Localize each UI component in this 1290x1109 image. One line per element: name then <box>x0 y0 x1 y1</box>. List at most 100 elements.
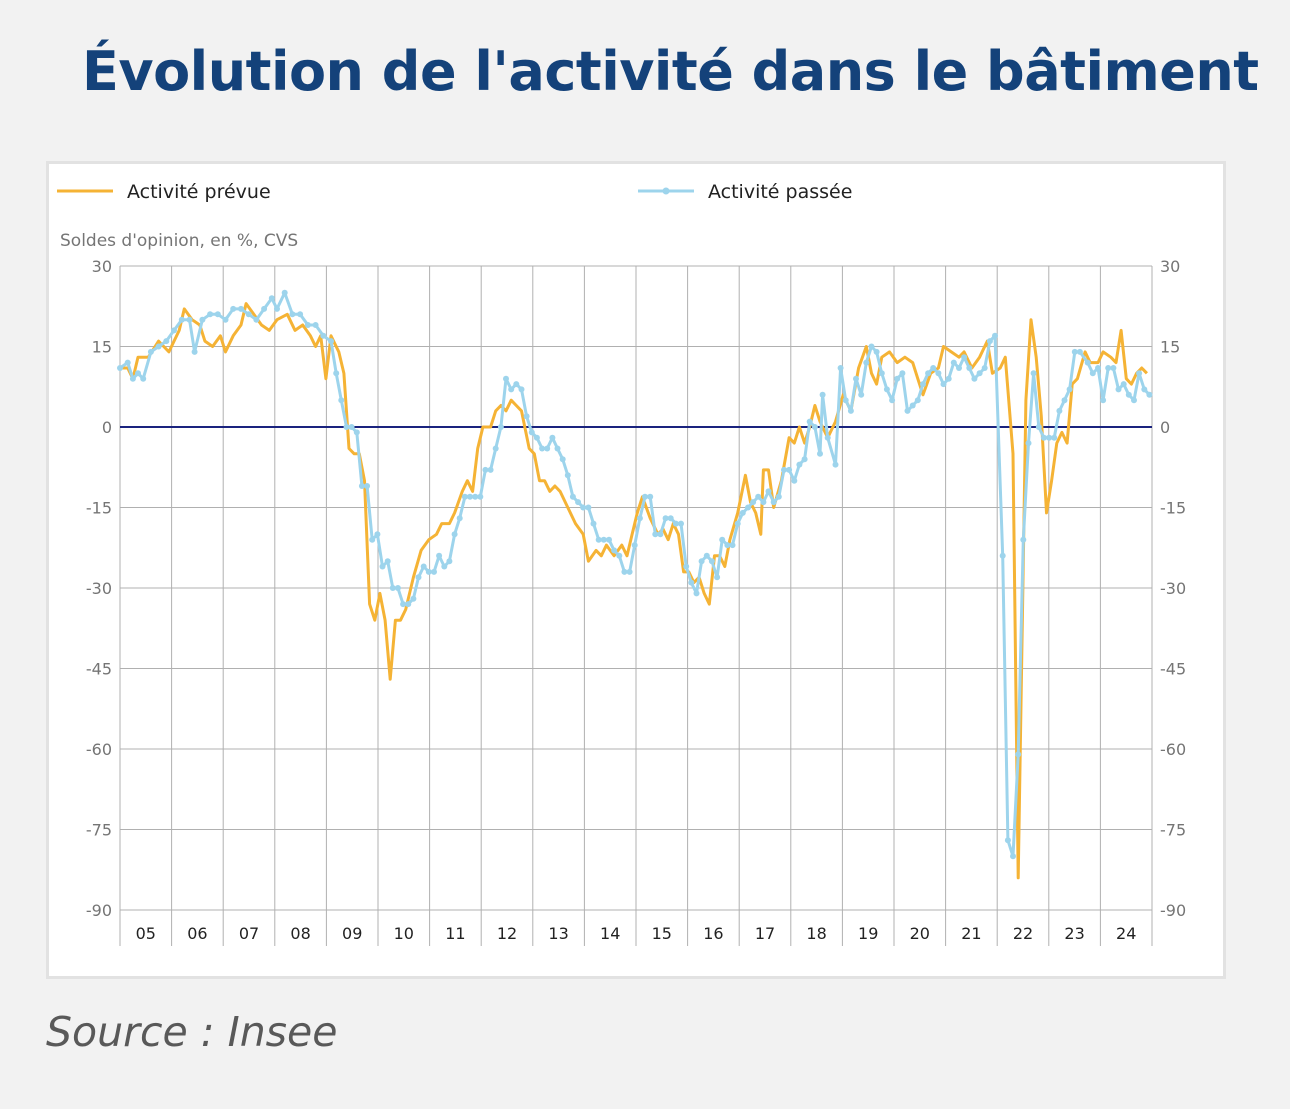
data-point-passee <box>539 445 546 452</box>
y-tick-label-right: -75 <box>1160 821 1186 840</box>
data-point-passee <box>389 585 396 591</box>
data-point-passee <box>667 515 674 522</box>
data-point-passee <box>348 424 355 430</box>
data-point-passee <box>1066 386 1073 393</box>
data-point-passee <box>621 568 628 575</box>
x-tick-label: 20 <box>910 924 930 943</box>
data-point-passee <box>533 434 540 441</box>
data-point-passee <box>999 552 1006 559</box>
data-point-passee <box>819 391 826 398</box>
data-point-passee <box>824 434 831 441</box>
data-point-passee <box>863 359 870 366</box>
data-point-passee <box>191 348 198 355</box>
y-tick-label-right: -60 <box>1160 740 1186 759</box>
data-point-passee <box>693 590 700 597</box>
data-point-passee <box>369 536 376 543</box>
legend-marker-passee <box>662 187 670 195</box>
y-ticks-left: 30 15 0 -15 -30 -45 -60 -75 -90 <box>86 257 112 920</box>
data-point-passee <box>755 493 762 500</box>
data-point-passee <box>343 424 350 430</box>
data-point-passee <box>410 595 417 602</box>
y-tick-label: 15 <box>92 338 112 357</box>
data-point-passee <box>1115 386 1122 393</box>
data-point-passee <box>724 542 731 549</box>
data-point-passee <box>1035 424 1042 430</box>
data-point-passee <box>178 316 185 323</box>
data-point-passee <box>564 472 571 479</box>
data-point-passee <box>297 311 304 318</box>
x-tick-label: 14 <box>600 924 620 943</box>
data-point-passee <box>400 601 407 608</box>
legend: Activité prévue Activité passée <box>57 181 852 203</box>
data-point-passee <box>328 338 334 345</box>
x-tick-label: 13 <box>548 924 568 943</box>
y-tick-label-right: 15 <box>1160 338 1180 357</box>
x-tick-label: 24 <box>1116 924 1136 943</box>
data-point-passee <box>595 536 602 543</box>
data-point-passee <box>431 568 437 575</box>
data-point-passee <box>873 348 880 355</box>
data-point-passee <box>662 515 669 522</box>
x-tick-label: 21 <box>961 924 981 943</box>
y-tick-label-right: 0 <box>1160 418 1170 437</box>
x-tick-label: 16 <box>703 924 723 943</box>
x-tick-label: 12 <box>497 924 517 943</box>
data-point-passee <box>1015 751 1022 758</box>
data-point-passee <box>745 504 751 511</box>
data-point-passee <box>129 375 136 382</box>
data-point-passee <box>878 370 885 377</box>
data-point-passee <box>1010 853 1016 860</box>
data-point-passee <box>729 542 736 549</box>
data-point-passee <box>642 493 648 500</box>
data-point-passee <box>750 499 757 506</box>
data-point-passee <box>626 568 633 575</box>
data-point-passee <box>1056 407 1063 414</box>
data-point-passee <box>1076 348 1083 355</box>
data-point-passee <box>811 424 818 430</box>
data-point-passee <box>492 445 499 452</box>
data-point-passee <box>364 483 371 489</box>
data-point-passee <box>883 386 890 393</box>
x-tick-label: 23 <box>1064 924 1084 943</box>
legend-label-passee: Activité passée <box>708 181 852 203</box>
data-point-passee <box>1131 397 1137 404</box>
data-point-passee <box>889 397 896 404</box>
y-tick-label: 0 <box>102 418 112 437</box>
data-point-passee <box>657 531 664 538</box>
data-point-passee <box>672 520 679 527</box>
data-point-passee <box>703 552 710 559</box>
data-point-passee <box>956 365 962 371</box>
data-point-passee <box>971 375 978 382</box>
y-tick-label: -45 <box>86 660 112 679</box>
data-point-passee <box>775 493 782 500</box>
data-point-passee <box>611 547 618 554</box>
data-point-passee <box>214 311 221 318</box>
y-tick-label: -90 <box>86 901 112 920</box>
data-point-passee <box>1046 434 1053 441</box>
data-point-passee <box>320 332 327 339</box>
data-point-passee <box>559 456 566 463</box>
data-point-passee <box>274 305 280 312</box>
data-point-passee <box>1040 434 1047 441</box>
data-point-passee <box>858 391 865 398</box>
y-axis-label: Soldes d'opinion, en %, CVS <box>60 231 298 251</box>
data-point-passee <box>976 370 983 377</box>
data-point-passee <box>853 375 859 382</box>
y-ticks-right: 30 15 0 -15 -30 -45 -60 -75 -90 <box>1160 257 1186 920</box>
data-point-passee <box>338 397 345 404</box>
data-point-passee <box>230 305 237 312</box>
data-point-passee <box>739 509 746 516</box>
data-point-passee <box>1020 536 1027 543</box>
data-point-passee <box>518 386 525 393</box>
y-tick-label-right: 30 <box>1160 257 1180 276</box>
data-point-passee <box>135 370 141 377</box>
data-point-passee <box>842 397 849 404</box>
data-point-passee <box>253 316 260 323</box>
data-point-passee <box>806 418 813 425</box>
series-group <box>117 289 1153 880</box>
data-point-passee <box>207 311 214 318</box>
y-tick-label-right: -30 <box>1160 579 1186 598</box>
data-point-passee <box>467 493 473 500</box>
data-point-passee <box>899 370 906 377</box>
data-point-passee <box>374 531 381 538</box>
